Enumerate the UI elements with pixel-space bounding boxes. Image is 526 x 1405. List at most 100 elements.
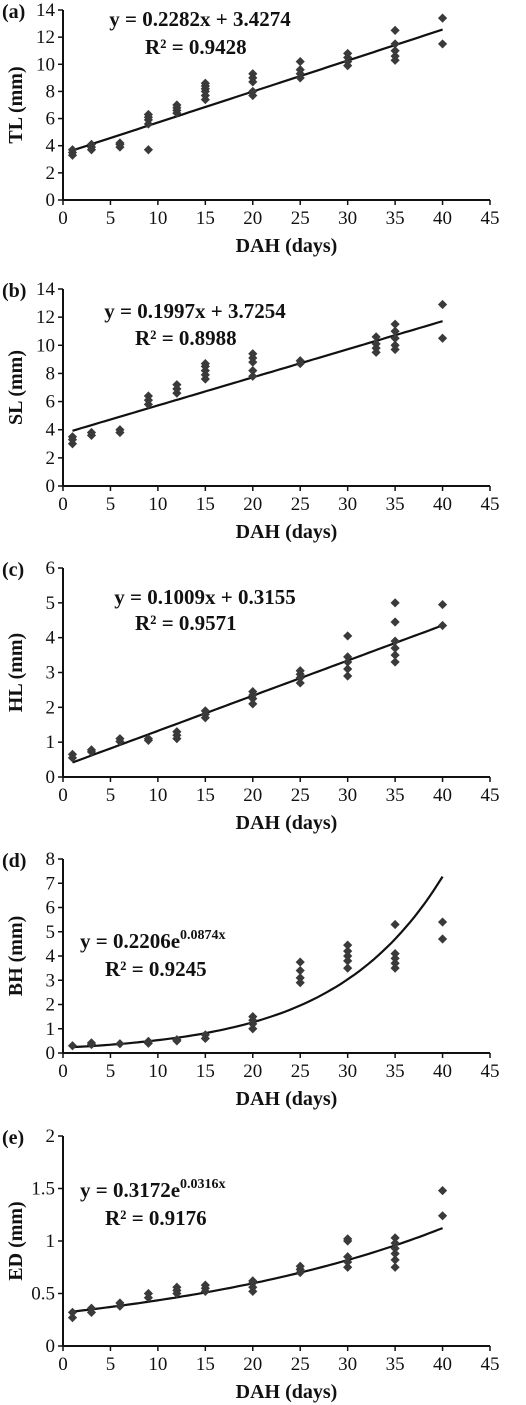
data-point	[143, 391, 153, 401]
x-tick-label: 25	[291, 785, 310, 806]
data-point	[143, 145, 153, 155]
y-tick-label: 5	[46, 922, 56, 943]
x-tick-label: 35	[386, 208, 405, 229]
data-point	[343, 1257, 353, 1267]
data-point	[67, 1041, 78, 1051]
x-tick-label: 5	[106, 1354, 116, 1375]
x-tick-label: 15	[196, 1061, 215, 1082]
data-point	[67, 145, 78, 155]
data-point	[115, 138, 125, 148]
y-tick-label: 0	[46, 1336, 56, 1357]
x-tick-label: 0	[58, 1354, 68, 1375]
data-point	[390, 1249, 400, 1259]
data-point	[295, 56, 305, 67]
data-point	[295, 957, 305, 967]
data-point	[143, 1288, 153, 1299]
y-tick-label: 0	[46, 767, 56, 788]
y-tick-label: 8	[46, 849, 56, 870]
y-tick-label: 2	[46, 1126, 56, 1147]
y-tick-label: 4	[46, 136, 56, 157]
data-point	[295, 678, 305, 688]
data-point	[343, 1262, 353, 1272]
data-point	[248, 1276, 258, 1286]
data-point	[390, 340, 400, 350]
x-tick-label: 45	[481, 208, 500, 229]
x-tick-label: 5	[106, 1061, 116, 1082]
fit-equation: y = 0.1009x + 0.3155	[114, 585, 295, 609]
x-tick-label: 30	[338, 494, 357, 515]
y-tick-label: 10	[36, 335, 55, 356]
data-point	[67, 1313, 78, 1323]
data-point	[295, 965, 305, 976]
x-tick-label: 0	[58, 1061, 68, 1082]
data-point	[172, 1282, 182, 1292]
data-point	[248, 699, 258, 709]
fit-equation-exponent: 0.0874x	[180, 928, 226, 943]
data-point	[143, 734, 153, 744]
y-tick-label: 6	[46, 558, 56, 579]
data-point	[172, 100, 182, 110]
x-tick-label: 15	[196, 494, 215, 515]
x-tick-label: 15	[196, 1354, 215, 1375]
x-tick-label: 10	[148, 208, 167, 229]
r-squared: R² = 0.9245	[105, 957, 207, 981]
x-tick-label: 25	[291, 1354, 310, 1375]
x-tick-label: 5	[106, 785, 116, 806]
y-tick-label: 6	[46, 392, 56, 413]
data-point	[390, 958, 400, 968]
x-axis-title: DAH (days)	[236, 1381, 338, 1403]
data-point	[390, 319, 400, 329]
y-tick-label: 3	[46, 663, 56, 684]
data-point	[248, 687, 258, 697]
data-point	[343, 940, 353, 950]
data-point	[248, 366, 258, 376]
y-axis-title: ED (mm)	[5, 1201, 27, 1280]
y-tick-label: 10	[36, 54, 55, 75]
data-point	[437, 917, 448, 927]
x-tick-label: 20	[243, 1354, 262, 1375]
x-tick-label: 5	[106, 494, 116, 515]
x-tick-label: 40	[433, 785, 452, 806]
x-axis-title: DAH (days)	[236, 812, 338, 834]
data-point	[248, 1024, 258, 1034]
x-tick-label: 10	[148, 1061, 167, 1082]
data-point	[115, 734, 125, 744]
data-point	[343, 1234, 353, 1244]
data-point	[115, 1298, 125, 1308]
data-point	[390, 1262, 400, 1272]
x-tick-label: 35	[386, 785, 405, 806]
trend-line	[72, 624, 443, 764]
trend-line	[72, 1227, 443, 1313]
x-tick-label: 30	[338, 1354, 357, 1375]
x-tick-label: 40	[433, 1061, 452, 1082]
x-tick-label: 25	[291, 208, 310, 229]
data-point	[67, 432, 78, 442]
x-tick-label: 45	[481, 1354, 500, 1375]
data-point	[390, 650, 400, 660]
data-point	[295, 356, 305, 366]
data-point	[86, 745, 97, 755]
data-point	[390, 617, 400, 627]
x-tick-label: 45	[481, 785, 500, 806]
y-tick-label: 1.5	[31, 1179, 55, 1200]
y-tick-label: 5	[46, 593, 56, 614]
y-tick-label: 3	[46, 970, 56, 991]
panel-label: (e)	[2, 1127, 24, 1149]
x-tick-label: 40	[433, 208, 452, 229]
y-tick-label: 0	[46, 1043, 56, 1064]
data-point	[390, 1243, 400, 1253]
x-tick-label: 0	[58, 494, 68, 515]
y-axis-title: HL (mm)	[5, 633, 27, 712]
data-point	[437, 620, 448, 631]
y-tick-label: 14	[36, 279, 56, 300]
r-squared: R² = 0.9428	[145, 35, 247, 59]
x-tick-label: 20	[243, 494, 262, 515]
panel-b: 0 2 4 6 8 10 12 14 0 5 10 15 20 25 30 35 40 45 (b) DAH (day…	[2, 279, 500, 543]
x-tick-label: 5	[106, 208, 116, 229]
data-point	[200, 706, 210, 716]
data-point	[437, 1211, 448, 1221]
data-point	[67, 1307, 78, 1317]
data-point	[390, 636, 400, 646]
fit-equation-base: y = 0.3172e	[80, 1178, 180, 1202]
